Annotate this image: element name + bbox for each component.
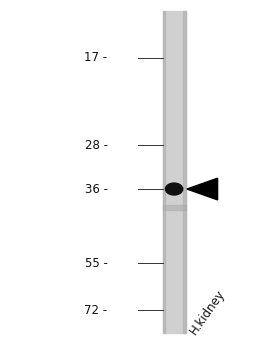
Bar — [163, 11, 186, 333]
Ellipse shape — [165, 183, 183, 195]
Polygon shape — [187, 178, 218, 200]
Text: 28 -: 28 - — [84, 139, 108, 152]
Bar — [163, 205, 186, 210]
Text: H.kidney: H.kidney — [187, 287, 227, 337]
Bar — [163, 11, 165, 333]
Text: 55 -: 55 - — [85, 257, 108, 270]
Text: 17 -: 17 - — [84, 51, 108, 64]
Bar — [183, 11, 186, 333]
Text: 72 -: 72 - — [84, 304, 108, 317]
Text: 36 -: 36 - — [84, 182, 108, 195]
